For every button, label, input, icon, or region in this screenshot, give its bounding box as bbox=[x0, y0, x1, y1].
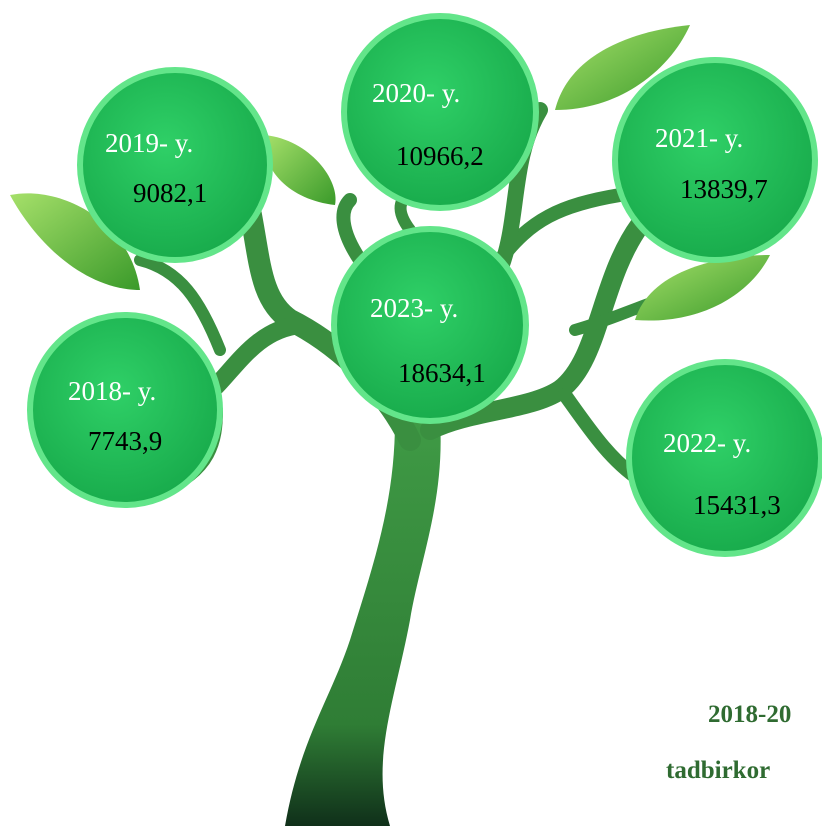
caption-line: 2018-20 bbox=[708, 701, 791, 728]
node-circle bbox=[77, 67, 273, 263]
node-value: 7743,9 bbox=[88, 426, 162, 456]
node-circle bbox=[27, 312, 223, 508]
node-value: 9082,1 bbox=[133, 178, 207, 208]
node-year: 2021- y. bbox=[655, 123, 743, 153]
node-value: 15431,3 bbox=[693, 490, 781, 520]
node-year: 2019- y. bbox=[105, 128, 193, 158]
caption-line: tadbirkor bbox=[666, 757, 770, 784]
node-value: 10966,2 bbox=[396, 141, 484, 171]
node: 2023- y. 18634,1 bbox=[331, 226, 529, 424]
trunk bbox=[285, 420, 441, 826]
node-year: 2022- y. bbox=[663, 428, 751, 458]
node-year: 2023- y. bbox=[370, 293, 458, 323]
node-value: 18634,1 bbox=[398, 358, 486, 388]
node-circle bbox=[341, 13, 539, 211]
node: 2020- y. 10966,2 bbox=[341, 13, 539, 211]
leaves bbox=[10, 25, 770, 321]
node-year: 2020- y. bbox=[372, 78, 460, 108]
node: 2019- y. 9082,1 bbox=[77, 67, 273, 263]
node: 2022- y. 15431,3 bbox=[626, 359, 822, 557]
node-circle bbox=[331, 226, 529, 424]
nodes: 2019- y. 9082,1 2020- y. 10966,2 2021- y. 138… bbox=[27, 13, 822, 557]
node-year: 2018- y. bbox=[68, 376, 156, 406]
node: 2021- y. 13839,7 bbox=[612, 57, 818, 263]
tree bbox=[10, 25, 770, 826]
node-circle bbox=[626, 359, 822, 557]
node-value: 13839,7 bbox=[680, 174, 768, 204]
node-circle bbox=[612, 57, 818, 263]
node: 2018- y. 7743,9 bbox=[27, 312, 223, 508]
